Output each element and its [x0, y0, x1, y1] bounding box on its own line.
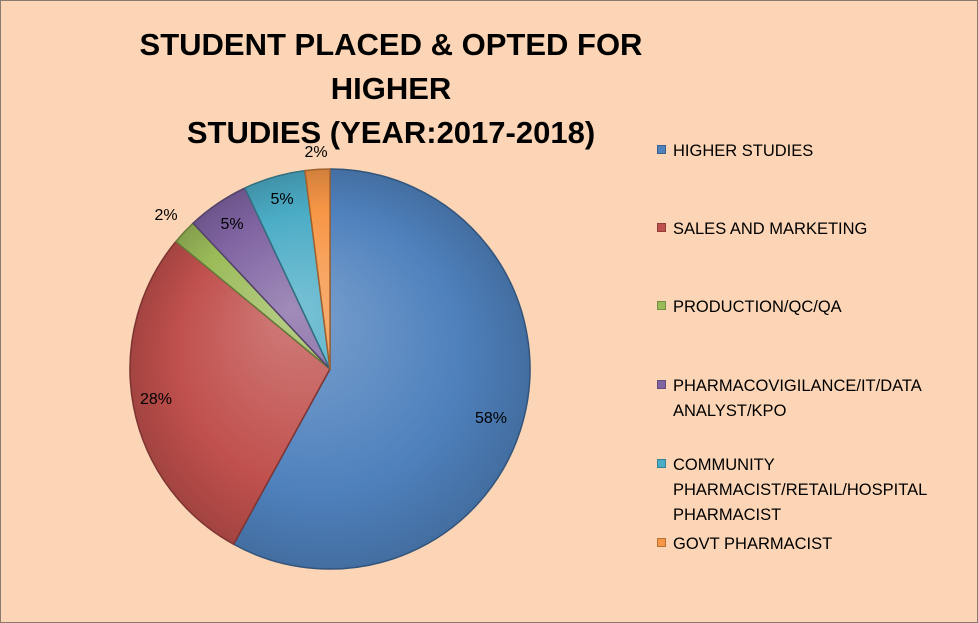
chart-title: STUDENT PLACED & OPTED FOR HIGHER STUDIE…: [81, 23, 701, 155]
legend-item-pharmacovigilance: PHARMACOVIGILANCE/IT/DATA ANALYST/KPO: [657, 374, 948, 424]
legend-swatch-pharmacovigilance: [657, 380, 666, 389]
legend: HIGHER STUDIES SALES AND MARKETING PRODU…: [657, 1, 977, 622]
data-label: 58%: [475, 410, 507, 427]
data-label: 28%: [140, 391, 172, 408]
legend-label: SALES AND MARKETING: [673, 220, 868, 238]
legend-label: COMMUNITY PHARMACIST/RETAIL/HOSPITAL PHA…: [673, 456, 927, 524]
legend-item-community-pharmacist: COMMUNITY PHARMACIST/RETAIL/HOSPITAL PHA…: [657, 453, 948, 528]
legend-item-higher-studies: HIGHER STUDIES: [657, 139, 963, 164]
legend-label: PHARMACOVIGILANCE/IT/DATA ANALYST/KPO: [673, 377, 921, 420]
legend-item-production: PRODUCTION/QC/QA: [657, 295, 963, 320]
chart-title-line-2: STUDIES (YEAR:2017-2018): [186, 115, 596, 150]
legend-item-sales-marketing: SALES AND MARKETING: [657, 217, 963, 242]
data-label: 2%: [304, 144, 327, 161]
legend-label: PRODUCTION/QC/QA: [673, 298, 842, 316]
legend-swatch-production: [657, 301, 666, 310]
legend-swatch-govt-pharmacist: [657, 538, 666, 547]
legend-label: GOVT PHARMACIST: [673, 535, 833, 553]
data-label: 5%: [270, 191, 293, 208]
legend-swatch-community-pharmacist: [657, 459, 666, 468]
chart-title-line-1: STUDENT PLACED & OPTED FOR HIGHER: [139, 27, 643, 106]
pie-slice-govt-pharmacist: [304, 168, 331, 370]
legend-label: HIGHER STUDIES: [673, 142, 814, 160]
legend-swatch-higher-studies: [657, 145, 666, 154]
pie-slice-higher-studies: [232, 168, 531, 570]
data-label: 5%: [220, 216, 243, 233]
legend-swatch-sales-marketing: [657, 223, 666, 232]
pie-slice-sales-and-marketing: [129, 240, 331, 546]
legend-item-govt-pharmacist: GOVT PHARMACIST: [657, 532, 963, 557]
data-label: 2%: [154, 207, 177, 224]
